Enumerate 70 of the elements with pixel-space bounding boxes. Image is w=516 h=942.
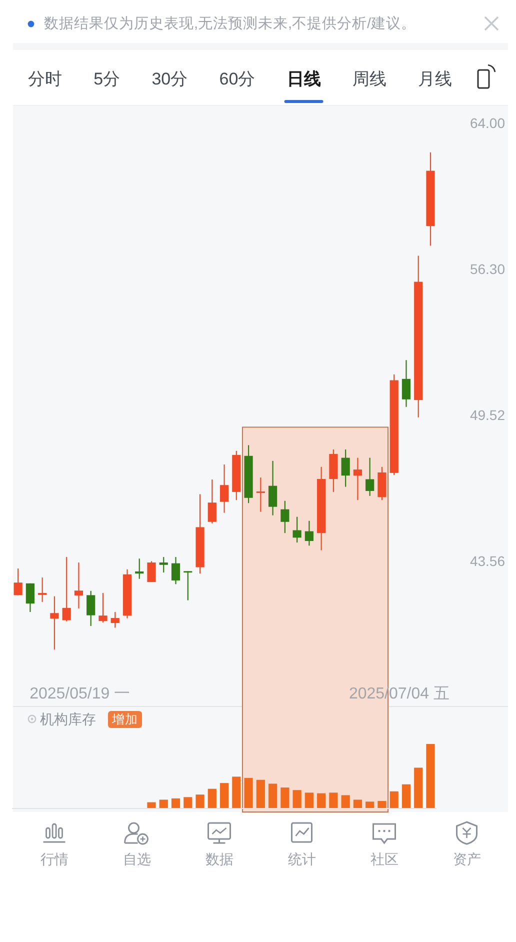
candlestick <box>74 562 84 609</box>
bar <box>244 778 253 808</box>
candlestick <box>50 596 59 650</box>
candlestick <box>402 360 411 408</box>
bar <box>196 794 204 808</box>
y-tick-label: 56.30 <box>470 260 506 277</box>
text: 日线 <box>286 70 321 88</box>
candlestick <box>147 560 156 583</box>
bar <box>304 792 314 808</box>
bar <box>402 784 411 808</box>
candlestick <box>292 516 302 544</box>
bar <box>268 784 278 808</box>
candlestick <box>171 556 180 585</box>
text: 统计 <box>288 851 316 867</box>
candlestick <box>184 570 192 601</box>
text: 月线 <box>418 70 452 88</box>
bar <box>341 795 350 808</box>
bar <box>317 793 326 808</box>
candlestick <box>86 590 96 627</box>
bar <box>159 800 168 808</box>
bar <box>353 800 362 808</box>
y-tick-label: 43.56 <box>470 552 506 569</box>
candlestick <box>256 476 265 512</box>
chart-title: 机构库存 <box>40 711 96 727</box>
candlestick <box>341 448 350 488</box>
bar <box>147 802 156 808</box>
text: 数据结果仅为历史表现,无法预测未来,不提供分析/建议。 <box>44 15 416 32</box>
candlestick <box>110 611 120 628</box>
bar <box>414 768 423 808</box>
text: 30分 <box>152 70 188 88</box>
candlestick <box>98 592 108 623</box>
candlestick <box>208 478 216 524</box>
text: 数据 <box>205 851 234 867</box>
text: 自选 <box>122 851 151 867</box>
text: 增加 <box>111 712 138 726</box>
bar <box>280 788 290 808</box>
bar <box>256 780 265 808</box>
candlestick <box>353 457 362 501</box>
text: 周线 <box>352 70 386 88</box>
y-tick-label: 64.00 <box>470 114 506 131</box>
candlestick <box>159 556 168 574</box>
candlestick <box>268 460 278 516</box>
bar <box>329 792 338 808</box>
bar <box>366 802 374 808</box>
y-tick-label: 49.52 <box>470 406 506 423</box>
candlestick <box>38 576 47 602</box>
candlestick <box>14 568 22 596</box>
candlestick <box>280 500 290 534</box>
bar <box>378 800 386 808</box>
bar <box>220 783 229 808</box>
bar <box>292 790 302 808</box>
candlestick <box>26 582 34 613</box>
bar <box>184 797 192 808</box>
bar <box>390 791 398 808</box>
bar <box>171 798 180 808</box>
bar <box>426 744 435 808</box>
annotation: 2025/05/19 一 <box>30 686 130 702</box>
text: 行情 <box>40 851 68 867</box>
bar <box>232 776 241 808</box>
text: 社区 <box>370 851 398 867</box>
text: 资产 <box>452 851 481 867</box>
bar <box>208 788 216 808</box>
text: 60分 <box>219 70 256 88</box>
text: 分时 <box>28 70 62 88</box>
candlestick <box>220 464 229 514</box>
text: 5分 <box>94 70 120 88</box>
candlestick <box>366 457 374 496</box>
candlestick <box>135 558 144 580</box>
candlestick <box>62 556 71 622</box>
candlestick <box>304 520 314 546</box>
